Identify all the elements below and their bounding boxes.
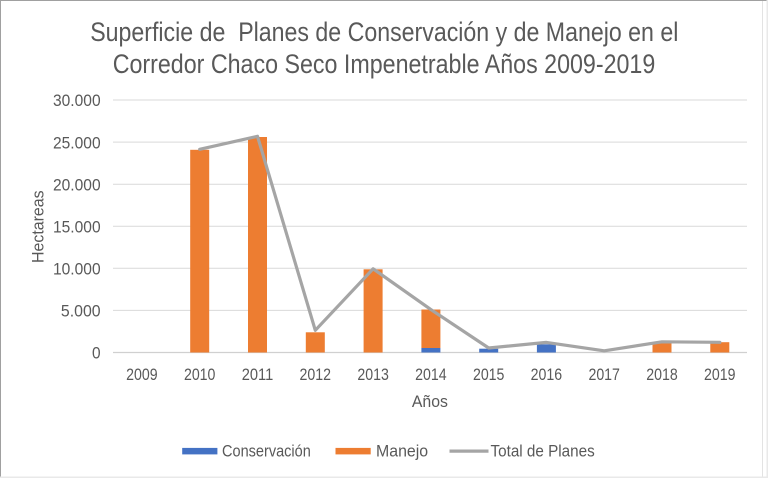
svg-text:2011: 2011 [242,365,274,384]
svg-text:2013: 2013 [357,365,389,384]
svg-text:5.000: 5.000 [61,302,101,321]
svg-text:2018: 2018 [646,365,678,384]
svg-text:2016: 2016 [531,365,563,384]
svg-text:Años: Años [412,392,448,411]
svg-text:2010: 2010 [184,365,216,384]
svg-text:0: 0 [92,344,101,363]
svg-text:15.000: 15.000 [53,218,101,237]
svg-text:Superficie de Planes de Conse: Superficie de Planes de Conservación y d… [90,17,678,47]
svg-text:10.000: 10.000 [53,260,101,279]
svg-text:20.000: 20.000 [53,175,101,194]
svg-text:2014: 2014 [415,365,447,384]
svg-text:Total de Planes: Total de Planes [491,441,595,460]
svg-text:Hectareas: Hectareas [29,190,48,263]
svg-text:2009: 2009 [126,365,158,384]
svg-text:Conservación: Conservación [222,441,311,460]
svg-text:Manejo: Manejo [376,441,428,460]
svg-text:30.000: 30.000 [53,91,101,110]
svg-text:Corredor Chaco Seco Impenetrab: Corredor Chaco Seco Impenetrable Años 20… [113,49,656,79]
svg-text:2012: 2012 [300,365,332,384]
svg-text:2019: 2019 [704,365,736,384]
svg-text:2015: 2015 [473,365,505,384]
svg-text:2017: 2017 [588,365,620,384]
svg-text:25.000: 25.000 [53,133,101,152]
